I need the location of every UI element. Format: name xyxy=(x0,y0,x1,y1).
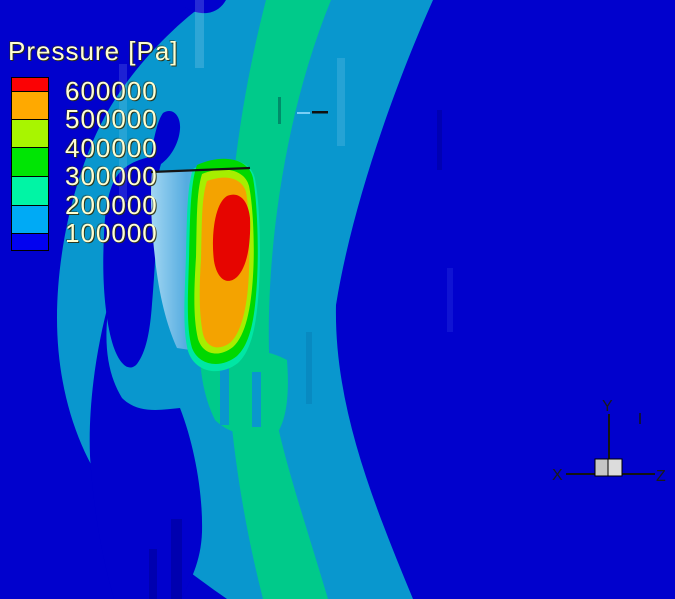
mesh-stripe-dark xyxy=(171,519,182,599)
pressure-band-arc xyxy=(225,0,331,599)
legend-swatch-blue xyxy=(12,233,48,250)
axis-label-x: X xyxy=(552,467,564,484)
axis-label-z: Z xyxy=(656,468,667,485)
legend-level-label: 200000 xyxy=(65,189,158,220)
mesh-tick xyxy=(278,97,281,124)
legend-level-label: 100000 xyxy=(65,217,158,248)
mesh-stripe xyxy=(337,58,345,146)
pressure-legend: Pressure [Pa] 600000 500000 400000 30000… xyxy=(8,36,238,251)
wake-streak xyxy=(252,372,261,427)
origin-cube-left xyxy=(594,458,609,477)
low-pressure-blob xyxy=(103,110,181,368)
wake-streak xyxy=(220,365,229,425)
legend-level-label: 600000 xyxy=(65,76,158,106)
legend-colorbar xyxy=(11,77,49,251)
blade-tip-edge-line xyxy=(150,166,251,174)
blade-surface xyxy=(150,158,260,372)
contour-peak-red-core xyxy=(212,194,251,281)
top-edge-notch xyxy=(177,0,226,14)
mesh-stripe xyxy=(447,268,453,332)
legend-swatch-green xyxy=(12,147,48,176)
legend-swatch-spring xyxy=(12,176,48,205)
mesh-stripe xyxy=(306,332,312,404)
mesh-stripe xyxy=(119,64,127,202)
legend-swatch-red xyxy=(12,78,48,91)
legend-swatch-orange xyxy=(12,91,48,119)
legend-title: Pressure [Pa] xyxy=(8,36,179,66)
legend-level-label: 500000 xyxy=(65,104,158,135)
probe-dash-light xyxy=(297,112,310,114)
axis-triad: Y X Z xyxy=(552,398,667,485)
legend-swatch-chartreuse xyxy=(12,119,48,147)
mesh-stripe xyxy=(437,110,442,170)
legend-level-label: 300000 xyxy=(65,161,158,192)
axis-label-y: Y xyxy=(602,398,614,415)
mesh-stripe-dark xyxy=(149,549,157,599)
legend-swatch-sky xyxy=(12,205,48,233)
probe-dash xyxy=(312,111,328,114)
legend-level-label: 400000 xyxy=(65,132,158,163)
origin-cube-right xyxy=(607,458,623,477)
legend-labels: 600000 500000 400000 300000 200000 10000… xyxy=(65,76,158,248)
mesh-stripe xyxy=(195,0,204,68)
